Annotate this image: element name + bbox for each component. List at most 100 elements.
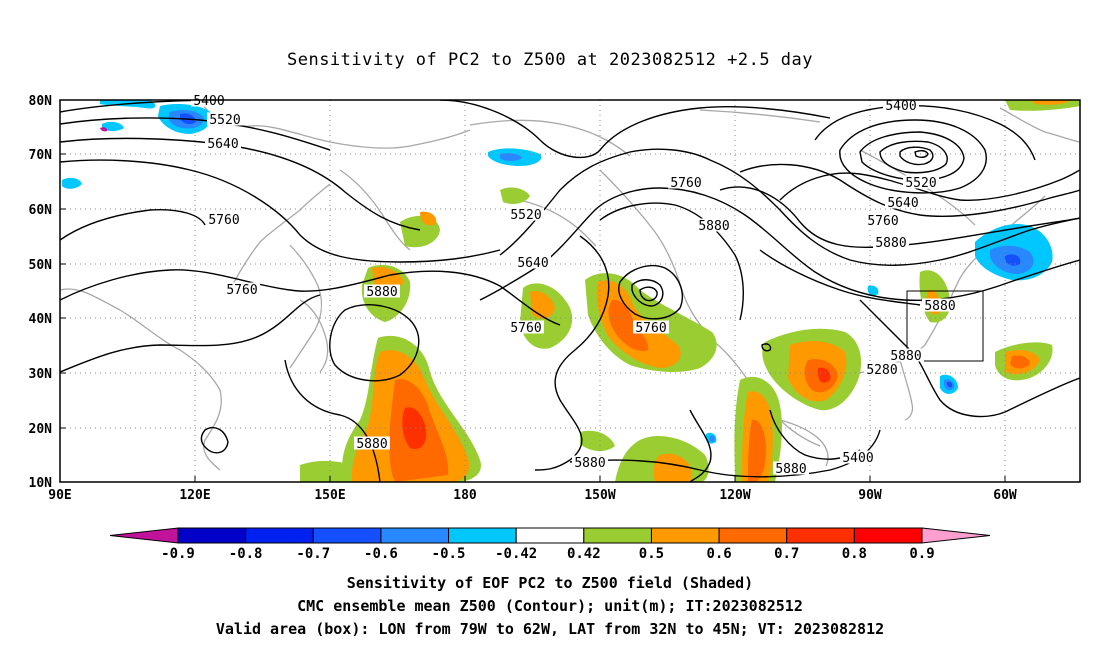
contour-label: 5880 xyxy=(875,236,906,251)
y-tick-label: 40N xyxy=(29,312,53,327)
colorbar-segment xyxy=(380,527,450,544)
contour-label: 5880 xyxy=(924,299,955,314)
contour-label-bg xyxy=(883,98,919,112)
colorbar-label: -0.7 xyxy=(296,546,330,562)
colorbar-right-extension xyxy=(921,527,991,544)
x-tick-label: 120E xyxy=(179,488,210,503)
x-tick-label: 90E xyxy=(48,488,71,503)
contour-label: 5760 xyxy=(867,214,898,229)
contour-label: 5400 xyxy=(193,94,224,109)
x-tick-label: 90W xyxy=(858,488,882,503)
y-tick-label: 20N xyxy=(29,422,53,437)
colorbar-label: -0.8 xyxy=(229,546,263,562)
contour-label-bg xyxy=(207,112,243,126)
contour-label: 5400 xyxy=(885,99,916,114)
colorbar-label: -0.9 xyxy=(161,546,195,562)
x-tick-labels: 90E 120E 150E 180 150W 120W 90W 60W xyxy=(48,488,1017,503)
contour-label-bg xyxy=(354,436,390,450)
colorbar-label: 0.5 xyxy=(639,546,664,562)
y-tick-label: 50N xyxy=(29,258,53,273)
axis-ticks xyxy=(59,99,1006,483)
contour-label: 5880 xyxy=(574,456,605,471)
coastlines xyxy=(60,100,1080,471)
contour-label: 5400 xyxy=(842,451,873,466)
contour-label: 5520 xyxy=(209,113,240,128)
valid-area-box xyxy=(906,290,984,362)
colorbar-label: 0.8 xyxy=(842,546,867,562)
colorbar-label: 0.42 xyxy=(567,546,601,562)
x-tick-label: 60W xyxy=(993,488,1017,503)
contour-label-bg xyxy=(668,175,704,189)
map-title: Sensitivity of PC2 to Z500 at 2023082512… xyxy=(286,50,813,70)
x-tick-label: 150W xyxy=(584,488,615,503)
contour-label: 5640 xyxy=(887,196,918,211)
colorbar-label: 0.6 xyxy=(706,546,731,562)
contour-label-bg xyxy=(572,455,608,469)
contour-label: 5640 xyxy=(207,137,238,152)
contour-labels: 5400 5520 5640 5760 5760 5880 5880 5520 5640 5760… xyxy=(191,93,958,477)
x-tick-label: 180 xyxy=(453,488,477,503)
colorbar-segment xyxy=(650,527,720,544)
contour-label-bg xyxy=(864,362,900,376)
colorbar-label: -0.5 xyxy=(432,546,466,562)
colorbar-segment xyxy=(245,527,314,544)
y-tick-label: 30N xyxy=(29,367,53,382)
caption-valid-area: Valid area (box): LON from 79W to 62W, L… xyxy=(215,620,885,638)
contour-label-bg xyxy=(508,320,544,334)
contour-label: 5280 xyxy=(866,363,897,378)
contour-label: 5880 xyxy=(775,462,806,477)
colorbar: -0.9 -0.8 -0.7 -0.6 -0.5 -0.42 0.42 0.5 0.6 0.7 0.… xyxy=(109,527,991,562)
contour-label-bg xyxy=(885,195,921,209)
contour-label: 5880 xyxy=(356,437,387,452)
colorbar-segment xyxy=(312,527,382,544)
contour-label: 5760 xyxy=(510,321,541,336)
contour-label: 5760 xyxy=(635,321,666,336)
contour-label-bg xyxy=(633,320,669,334)
colorbar-segment xyxy=(583,527,652,544)
colorbar-segment xyxy=(448,527,517,544)
colorbar-segment xyxy=(786,527,855,544)
y-tick-label: 70N xyxy=(29,148,53,163)
y-tick-label: 80N xyxy=(29,94,53,109)
colorbar-label: 0.7 xyxy=(774,546,799,562)
contour-label-bg xyxy=(508,207,544,221)
contour-label: 5520 xyxy=(510,208,541,223)
colorbar-label: -0.42 xyxy=(495,546,537,562)
contour-label-bg xyxy=(206,212,242,226)
x-tick-label: 120W xyxy=(719,488,750,503)
contour-label-bg xyxy=(224,282,260,296)
colorbar-label: 0.9 xyxy=(909,546,934,562)
contour-label-bg xyxy=(515,255,551,269)
map-frame xyxy=(59,99,1081,483)
contour-label: 5640 xyxy=(517,256,548,271)
contour-label: 5880 xyxy=(698,219,729,234)
colorbar-segment xyxy=(853,527,923,544)
colorbar-segment xyxy=(177,527,247,544)
contour-label-bg xyxy=(696,218,732,232)
contour-label: 5880 xyxy=(890,349,921,364)
contour-label: 5760 xyxy=(670,176,701,191)
contour-label-bg xyxy=(873,235,909,249)
contour-label: 5520 xyxy=(905,176,936,191)
contour-label: 5760 xyxy=(208,213,239,228)
contour-label-bg xyxy=(903,175,939,189)
contour-label: 5760 xyxy=(226,283,257,298)
y-tick-labels: 80N 70N 60N 50N 40N 30N 20N 10N xyxy=(29,94,53,491)
colorbar-segment xyxy=(515,527,585,544)
caption-contour: CMC ensemble mean Z500 (Contour); unit(m… xyxy=(297,597,803,615)
y-tick-label: 60N xyxy=(29,203,53,218)
contour-label: 5880 xyxy=(366,285,397,300)
contour-label-bg xyxy=(922,298,958,312)
contour-label-bg xyxy=(888,348,924,362)
colorbar-segment xyxy=(718,527,788,544)
colorbar-label: -0.6 xyxy=(364,546,398,562)
contour-label-bg xyxy=(865,213,901,227)
caption-shaded: Sensitivity of EOF PC2 to Z500 field (Sh… xyxy=(346,574,754,592)
contour-label-bg xyxy=(205,136,241,150)
y-tick-label: 10N xyxy=(29,476,53,491)
contour-label-bg xyxy=(773,461,809,475)
colorbar-left-extension xyxy=(109,527,179,544)
x-tick-label: 150E xyxy=(314,488,345,503)
contour-label-bg xyxy=(840,450,876,464)
